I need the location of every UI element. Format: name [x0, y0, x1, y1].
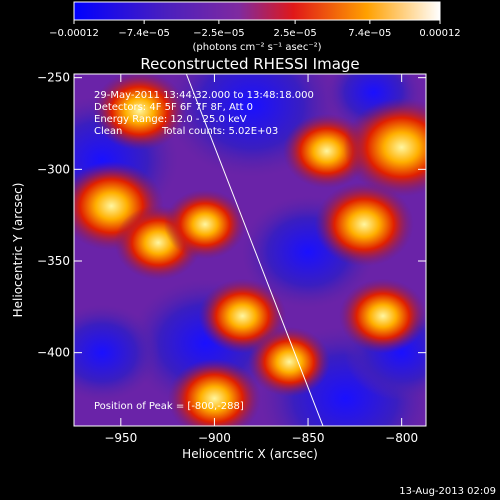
- colorbar-ticks: −0.00012 −7.4e−05 −2.5e−05 2.5e−05 7.4e−05 0.…: [49, 20, 461, 39]
- x-axis-label: Heliocentric X (arcsec): [182, 447, 318, 461]
- colorbar-tick-label: −2.5e−05: [193, 28, 245, 39]
- colorbar-unit-label: (photons cm⁻² s⁻¹ asec⁻²): [192, 42, 321, 53]
- colorbar-tick-label: −7.4e−05: [118, 28, 170, 39]
- heatmap-image: [74, 74, 426, 426]
- x-tick-label: −900: [198, 431, 231, 445]
- x-tick-label: −850: [292, 431, 325, 445]
- bright-source: [314, 182, 414, 267]
- annotation-total-counts: Total counts: 5.02E+03: [161, 126, 278, 137]
- solar-limb-line: [185, 74, 324, 426]
- annotation-detectors: Detectors: 4F 5F 6F 7F 8F, Att 0: [94, 102, 253, 113]
- annotation-clean: Clean: [94, 126, 122, 137]
- y-tick-label: −300: [37, 162, 70, 176]
- y-tick-label: −250: [37, 71, 70, 85]
- bright-source: [167, 358, 262, 426]
- colorbar-tick-label: 2.5e−05: [274, 28, 317, 39]
- annotation-peak-position: Position of Peak = [-800,-288]: [94, 401, 244, 412]
- plot-frame: [73, 73, 427, 427]
- annotation-energy: Energy Range: 12.0 - 25.0 keV: [94, 114, 247, 125]
- chart-title: Reconstructed RHESSI Image: [140, 55, 359, 73]
- cold-region: [74, 304, 160, 401]
- axes: −950 −900 −850 −800 −250 −300 −350 −400: [37, 71, 426, 445]
- colorbar-tick-label: 7.4e−05: [348, 28, 391, 39]
- y-tick-label: −400: [37, 346, 70, 360]
- bright-source: [164, 189, 247, 260]
- x-tick-label: −950: [104, 431, 137, 445]
- x-tick-label: −800: [385, 431, 418, 445]
- colorbar-tick-label: 0.00012: [419, 28, 460, 39]
- annotation-time: 29-May-2011 13:44:32.000 to 13:48:18.000: [94, 90, 314, 101]
- colorbar-tick-label: −0.00012: [49, 28, 99, 39]
- bright-source: [339, 278, 426, 354]
- bright-source: [248, 326, 331, 397]
- bright-source: [343, 98, 426, 197]
- colorbar: [73, 1, 441, 21]
- y-tick-label: −350: [37, 254, 70, 268]
- footer-timestamp: 13-Aug-2013 02:09: [399, 486, 496, 497]
- y-axis-label: Heliocentric Y (arcsec): [11, 183, 25, 318]
- bright-source: [92, 74, 187, 151]
- bright-sources: [74, 74, 426, 426]
